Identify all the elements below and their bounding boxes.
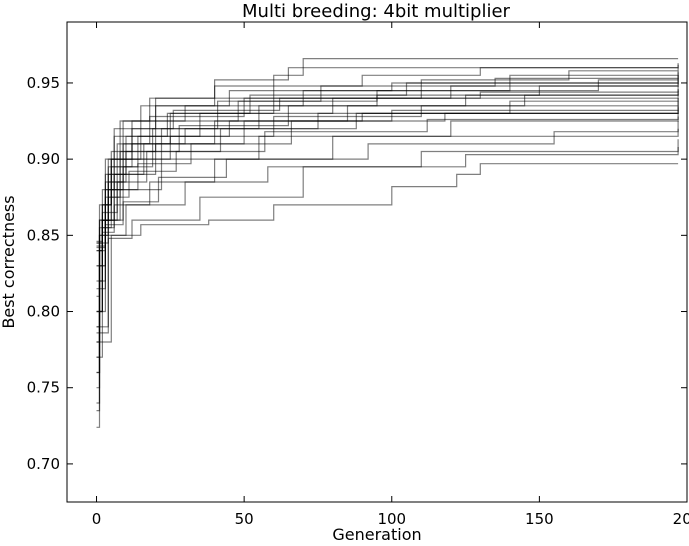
- x-tick-label: 150: [525, 510, 554, 528]
- y-tick-label: 0.90: [27, 150, 60, 168]
- series-line-26: [96, 113, 679, 244]
- series-line-28: [96, 75, 679, 334]
- x-tick-label: 50: [235, 510, 254, 528]
- y-tick-label: 0.80: [27, 303, 60, 321]
- x-axis: 0 50 100 150 200: [92, 22, 689, 528]
- series-line-17: [96, 139, 679, 313]
- series-line-21: [96, 72, 679, 358]
- series-line-19: [96, 163, 679, 343]
- x-axis-label: Generation: [332, 525, 421, 544]
- series-line-12: [96, 101, 679, 252]
- plot-frame: [66, 21, 688, 503]
- y-tick-label: 0.85: [27, 226, 60, 244]
- series-line-2: [96, 64, 679, 412]
- x-tick-label: 100: [377, 510, 406, 528]
- series-line-24: [96, 98, 679, 290]
- series-line-10: [96, 93, 679, 282]
- series-line-3: [96, 67, 679, 389]
- y-axis-label: Best correctness: [0, 195, 18, 328]
- y-axis: 0.70 0.75 0.80 0.85 0.90 0.95: [27, 74, 687, 473]
- y-tick-label: 0.70: [27, 455, 60, 473]
- series-line-13: [96, 105, 679, 244]
- series-line-6: [96, 78, 679, 358]
- x-tick-label: 0: [92, 510, 102, 528]
- y-tick-label: 0.75: [27, 379, 60, 397]
- series-line-23: [96, 89, 679, 313]
- series-line-16: [96, 128, 679, 252]
- series-line-14: [96, 110, 679, 242]
- series-line-20: [96, 63, 679, 374]
- y-tick-label: 0.95: [27, 74, 60, 92]
- series-line-5: [96, 75, 679, 343]
- series-line-25: [96, 107, 679, 267]
- series-line-27: [96, 121, 679, 247]
- chart-title: Multi breeding: 4bit multiplier: [242, 1, 511, 22]
- series-line-18: [96, 147, 679, 328]
- series-group: [96, 58, 679, 428]
- x-tick-label: 200: [673, 510, 689, 528]
